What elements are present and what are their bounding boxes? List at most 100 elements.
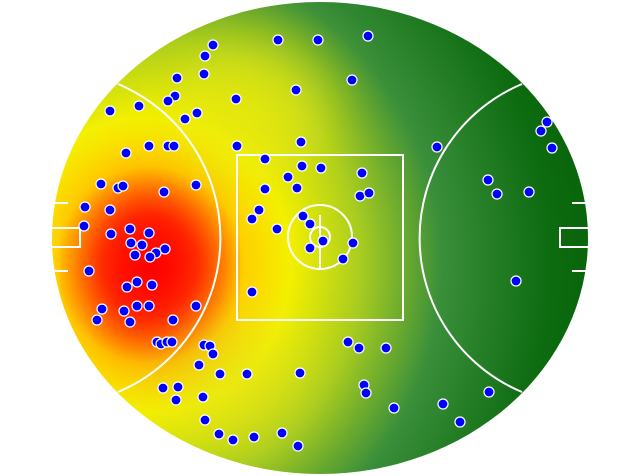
point [166,336,178,348]
point [162,95,174,107]
point [290,84,302,96]
point [315,162,327,174]
point [104,204,116,216]
point [380,342,392,354]
point [78,220,90,232]
point [207,39,219,51]
point [105,228,117,240]
centre-square [236,154,404,321]
point [91,314,103,326]
left-goal-square [52,202,81,272]
point [199,414,211,426]
point [337,253,349,265]
point [231,140,243,152]
point [227,434,239,446]
point [95,178,107,190]
right-arc [418,83,523,393]
point [125,237,137,249]
point [207,348,219,360]
point [510,275,522,287]
point [342,336,354,348]
point [483,386,495,398]
point [360,387,372,399]
point [317,235,329,247]
point [259,153,271,165]
point [104,105,116,117]
point [133,100,145,112]
point [79,201,91,213]
point [158,186,170,198]
point [431,141,443,153]
point [193,359,205,371]
point [294,367,306,379]
point [246,286,258,298]
point [346,74,358,86]
point [295,136,307,148]
point [304,242,316,254]
point [124,223,136,235]
point [131,276,143,288]
point [129,249,141,261]
point [356,167,368,179]
point [179,113,191,125]
point [259,183,271,195]
point [347,237,359,249]
point [491,188,503,200]
point [191,107,203,119]
point [282,171,294,183]
point [120,147,132,159]
point [482,174,494,186]
point [159,243,171,255]
point [143,140,155,152]
point [214,368,226,380]
point [117,180,129,192]
point [535,125,547,137]
point [296,160,308,172]
point [168,140,180,152]
point [190,300,202,312]
point [297,210,309,222]
right-goal-square [559,202,588,272]
point [353,342,365,354]
point [121,281,133,293]
point [304,218,316,230]
point [170,394,182,406]
point [199,50,211,62]
point [454,416,466,428]
point [190,179,202,191]
point [312,34,324,46]
point [144,251,156,263]
point [388,402,400,414]
point [213,428,225,440]
point [96,303,108,315]
point [143,227,155,239]
point [291,182,303,194]
point [271,223,283,235]
point [197,391,209,403]
point [83,265,95,277]
point [546,142,558,154]
point [118,305,130,317]
point [143,300,155,312]
point [172,381,184,393]
left-arc [117,83,222,393]
point [363,187,375,199]
point [136,239,148,251]
point [241,368,253,380]
point [276,427,288,439]
point [230,93,242,105]
point [292,440,304,452]
point [541,116,553,128]
point [362,30,374,42]
point [157,382,169,394]
point [248,431,260,443]
point [523,186,535,198]
point [131,300,143,312]
point [124,316,136,328]
point [198,68,210,80]
point [167,314,179,326]
point [253,204,265,216]
